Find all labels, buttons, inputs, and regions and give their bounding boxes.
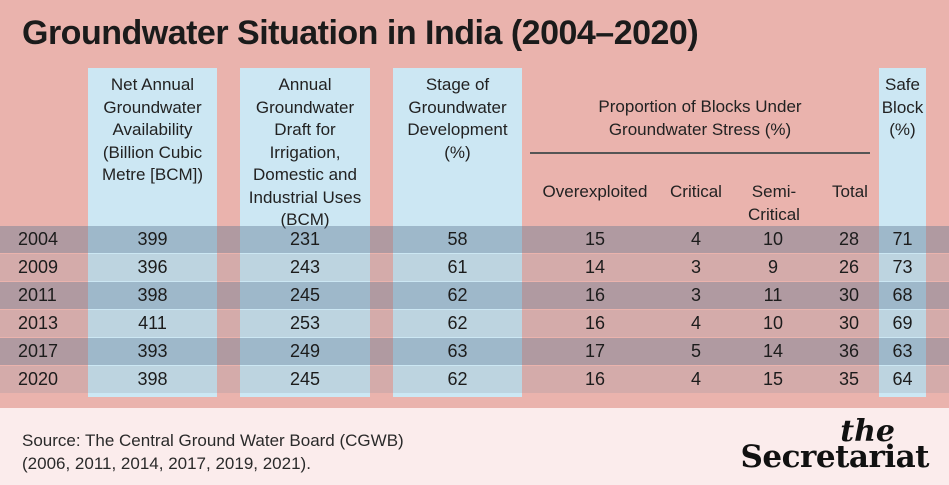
table-row: 2009 396 243 61 14 3 9 26 73 — [0, 254, 949, 281]
cell-stage-development: 62 — [447, 285, 468, 305]
cell-critical: 4 — [690, 369, 701, 389]
cell-safe-block: 63 — [892, 341, 913, 361]
column-highlight-stage — [393, 68, 522, 397]
cell-net-availability: 411 — [138, 313, 167, 333]
cell-total: 30 — [838, 313, 860, 333]
cell-safe-block: 73 — [892, 257, 913, 277]
cell-critical: 5 — [690, 341, 701, 361]
table-row: 2004 399 231 58 15 4 10 28 71 — [0, 226, 949, 253]
cell-annual-draft: 243 — [289, 257, 321, 277]
cell-overexploited: 16 — [584, 313, 606, 333]
cell-net-availability: 393 — [137, 341, 168, 361]
cell-total: 36 — [838, 341, 860, 361]
header-total: Total — [832, 182, 868, 201]
cell-safe-block: 68 — [892, 285, 913, 305]
cell-total: 35 — [838, 369, 860, 389]
page-title: Groundwater Situation in India (2004–202… — [22, 14, 699, 52]
header-annual-draft: Annual Groundwater Draft for Irrigation,… — [248, 75, 362, 229]
cell-semi-critical: 10 — [762, 313, 784, 333]
cell-annual-draft: 245 — [289, 285, 321, 305]
cell-critical: 3 — [690, 257, 701, 277]
cell-semi-critical: 10 — [762, 229, 784, 249]
cell-net-availability: 396 — [137, 257, 168, 277]
header-semi-critical: Semi-Critical — [748, 182, 800, 224]
cell-year: 2011 — [18, 285, 57, 305]
cell-year: 2017 — [18, 341, 59, 361]
header-overexploited: Overexploited — [542, 182, 648, 201]
cell-total: 26 — [838, 257, 860, 277]
cell-stage-development: 61 — [447, 257, 468, 277]
header-proportion-blocks: Proportion of Blocks Under Groundwater S… — [598, 97, 802, 139]
header-net-availability: Net Annual Groundwater Availability (Bil… — [101, 75, 204, 184]
logo-the: the — [840, 414, 895, 449]
table-row: 2020 398 245 62 16 4 15 35 64 — [0, 366, 949, 393]
cell-overexploited: 15 — [584, 229, 606, 249]
table-row: 2017 393 249 63 17 5 14 36 63 — [0, 338, 949, 365]
cell-annual-draft: 231 — [289, 229, 321, 249]
cell-critical: 4 — [690, 229, 701, 249]
source-line-2: (2006, 2011, 2014, 2017, 2019, 2021). — [22, 454, 311, 473]
table-row: 2013 411 253 62 16 4 10 30 69 — [0, 310, 949, 337]
logo-secretariat: Secretariat — [740, 439, 930, 475]
cell-semi-critical: 15 — [762, 369, 784, 389]
cell-year: 2009 — [18, 257, 59, 277]
cell-critical: 4 — [690, 313, 701, 333]
column-highlight-safe — [879, 68, 926, 397]
cell-stage-development: 62 — [447, 313, 468, 333]
header-critical: Critical — [670, 182, 722, 201]
cell-overexploited: 16 — [584, 285, 606, 305]
cell-year: 2020 — [18, 369, 59, 389]
cell-safe-block: 64 — [892, 369, 913, 389]
cell-stage-development: 62 — [447, 369, 468, 389]
header-divider — [530, 152, 870, 154]
cell-semi-critical: 9 — [767, 257, 778, 277]
footer: Source: The Central Ground Water Board (… — [0, 408, 949, 485]
table-row: 2011 398 245 62 16 3 11 30 68 — [0, 282, 949, 309]
cell-total: 30 — [838, 285, 860, 305]
cell-stage-development: 63 — [447, 341, 468, 361]
cell-annual-draft: 245 — [289, 369, 321, 389]
column-highlight-draft — [240, 68, 370, 397]
cell-annual-draft: 249 — [289, 341, 321, 361]
cell-semi-critical: 14 — [762, 341, 784, 361]
source-line-1: Source: The Central Ground Water Board (… — [22, 431, 404, 450]
column-highlight-net — [88, 68, 217, 397]
cell-net-availability: 399 — [137, 229, 168, 249]
cell-net-availability: 398 — [137, 285, 168, 305]
cell-stage-development: 58 — [447, 229, 468, 249]
cell-critical: 3 — [690, 285, 701, 305]
cell-semi-critical: 11 — [763, 285, 783, 305]
cell-net-availability: 398 — [137, 369, 168, 389]
cell-annual-draft: 253 — [289, 313, 321, 333]
cell-safe-block: 69 — [892, 313, 913, 333]
cell-overexploited: 14 — [584, 257, 606, 277]
cell-year: 2013 — [18, 313, 59, 333]
source-note: Source: The Central Ground Water Board (… — [22, 429, 404, 475]
header-stage-development: Stage of Groundwater Development (%) — [407, 75, 508, 162]
cell-overexploited: 17 — [584, 341, 606, 361]
cell-year: 2004 — [18, 229, 59, 249]
cell-overexploited: 16 — [584, 369, 606, 389]
cell-total: 28 — [838, 229, 860, 249]
cell-safe-block: 71 — [892, 229, 913, 249]
header-safe-block: Safe Block (%) — [881, 75, 924, 139]
